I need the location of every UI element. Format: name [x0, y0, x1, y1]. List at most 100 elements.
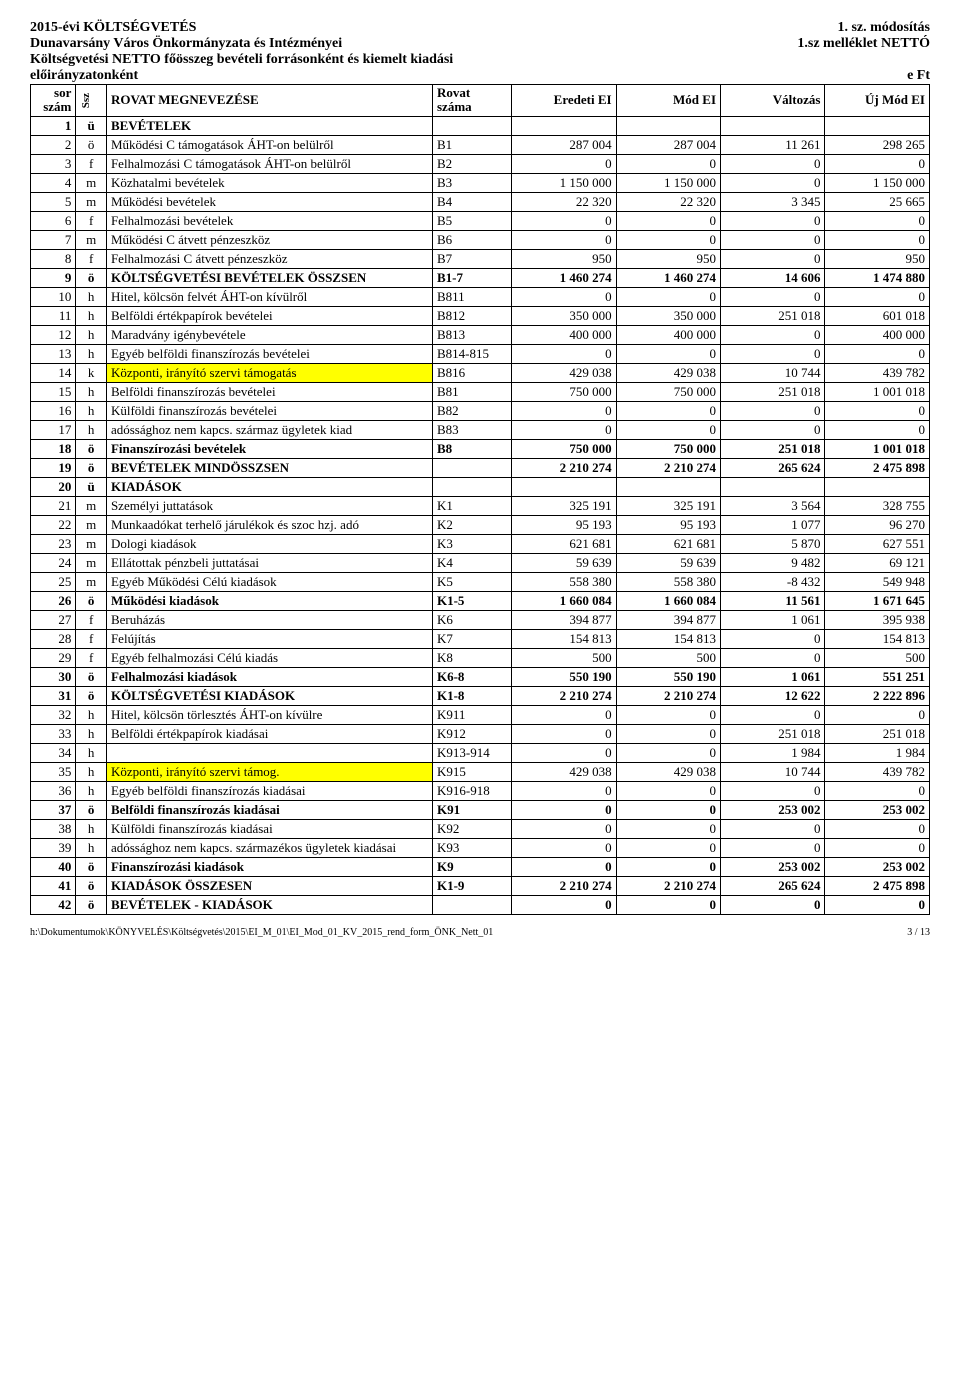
cell: m — [76, 192, 107, 211]
table-row: 15hBelföldi finanszírozás bevételeiB8175… — [31, 382, 930, 401]
cell: 550 190 — [616, 667, 720, 686]
cell: 18 — [31, 439, 76, 458]
budget-table: sor szám Ssz ROVAT MEGNEVEZÉSE Rovat szá… — [30, 84, 930, 915]
table-row: 11hBelföldi értékpapírok bevételeiB81235… — [31, 306, 930, 325]
cell: 1 001 018 — [825, 382, 930, 401]
cell: f — [76, 610, 107, 629]
cell: 28 — [31, 629, 76, 648]
header-row: sor szám Ssz ROVAT MEGNEVEZÉSE Rovat szá… — [31, 85, 930, 117]
table-row: 40öFinanszírozási kiadásokK900253 002253… — [31, 857, 930, 876]
cell: BEVÉTELEK MINDÖSSZSEN — [106, 458, 432, 477]
cell: h — [76, 401, 107, 420]
cell: B5 — [432, 211, 511, 230]
cell: 6 — [31, 211, 76, 230]
cell: h — [76, 306, 107, 325]
cell: Finanszírozási kiadások — [106, 857, 432, 876]
table-row: 42öBEVÉTELEK - KIADÁSOK0000 — [31, 895, 930, 914]
table-row: 12hMaradvány igénybevételeB813400 000400… — [31, 325, 930, 344]
cell: 23 — [31, 534, 76, 553]
cell: K93 — [432, 838, 511, 857]
table-row: 7mMűködési C átvett pénzeszközB60000 — [31, 230, 930, 249]
cell: 30 — [31, 667, 76, 686]
cell: 0 — [616, 819, 720, 838]
cell: m — [76, 572, 107, 591]
table-row: 30öFelhalmozási kiadásokK6-8550 190550 1… — [31, 667, 930, 686]
table-row: 33hBelföldi értékpapírok kiadásaiK912002… — [31, 724, 930, 743]
cell: 2 210 274 — [512, 686, 616, 705]
cell — [432, 458, 511, 477]
cell: 0 — [721, 401, 825, 420]
cell: 13 — [31, 344, 76, 363]
cell: Központi, irányító szervi támog. — [106, 762, 432, 781]
cell: 17 — [31, 420, 76, 439]
cell: B812 — [432, 306, 511, 325]
cell: 394 877 — [512, 610, 616, 629]
cell: h — [76, 781, 107, 800]
cell: KIADÁSOK — [106, 477, 432, 496]
cell: 0 — [512, 895, 616, 914]
cell: 325 191 — [616, 496, 720, 515]
cell: h — [76, 762, 107, 781]
cell: 0 — [512, 743, 616, 762]
cell: h — [76, 344, 107, 363]
cell: ö — [76, 439, 107, 458]
cell: f — [76, 629, 107, 648]
cell: 253 002 — [825, 857, 930, 876]
cell: 154 813 — [825, 629, 930, 648]
cell — [432, 895, 511, 914]
cell: 0 — [616, 838, 720, 857]
cell: K913-914 — [432, 743, 511, 762]
cell: 0 — [512, 154, 616, 173]
cell: 154 813 — [616, 629, 720, 648]
cell: K916-918 — [432, 781, 511, 800]
cell: 601 018 — [825, 306, 930, 325]
table-row: 38hKülföldi finanszírozás kiadásaiK92000… — [31, 819, 930, 838]
col-sor: sor szám — [31, 85, 76, 117]
cell: 1 061 — [721, 610, 825, 629]
cell: h — [76, 420, 107, 439]
cell: k — [76, 363, 107, 382]
cell: 8 — [31, 249, 76, 268]
cell: 0 — [721, 420, 825, 439]
cell: m — [76, 553, 107, 572]
cell: 39 — [31, 838, 76, 857]
cell: 253 002 — [721, 800, 825, 819]
cell — [616, 477, 720, 496]
cell: 14 606 — [721, 268, 825, 287]
cell: 0 — [616, 401, 720, 420]
cell: 20 — [31, 477, 76, 496]
cell: 4 — [31, 173, 76, 192]
cell: K6 — [432, 610, 511, 629]
cell: 2 210 274 — [616, 458, 720, 477]
cell: K2 — [432, 515, 511, 534]
cell: 3 564 — [721, 496, 825, 515]
cell: 0 — [721, 895, 825, 914]
table-row: 16hKülföldi finanszírozás bevételeiB8200… — [31, 401, 930, 420]
cell: 251 018 — [721, 306, 825, 325]
table-row: 31öKÖLTSÉGVETÉSI KIADÁSOKK1-82 210 2742 … — [31, 686, 930, 705]
cell: ö — [76, 876, 107, 895]
cell: ü — [76, 477, 107, 496]
col-ssz: Ssz — [76, 85, 107, 117]
cell: K911 — [432, 705, 511, 724]
cell: 328 755 — [825, 496, 930, 515]
cell: f — [76, 249, 107, 268]
cell: 25 — [31, 572, 76, 591]
table-row: 23mDologi kiadásokK3621 681621 6815 8706… — [31, 534, 930, 553]
cell: -8 432 — [721, 572, 825, 591]
cell: K92 — [432, 819, 511, 838]
table-row: 9öKÖLTSÉGVETÉSI BEVÉTELEK ÖSSZSENB1-71 4… — [31, 268, 930, 287]
cell: Finanszírozási bevételek — [106, 439, 432, 458]
cell: 0 — [825, 420, 930, 439]
cell: K91 — [432, 800, 511, 819]
cell: adóssághoz nem kapcs. származ ügyletek k… — [106, 420, 432, 439]
cell: 27 — [31, 610, 76, 629]
cell: 5 — [31, 192, 76, 211]
cell: 0 — [616, 857, 720, 876]
cell: 0 — [825, 838, 930, 857]
cell: BEVÉTELEK - KIADÁSOK — [106, 895, 432, 914]
cell: 0 — [825, 154, 930, 173]
cell: 7 — [31, 230, 76, 249]
cell: 0 — [721, 629, 825, 648]
desc2: előirányzatonként — [30, 68, 138, 84]
